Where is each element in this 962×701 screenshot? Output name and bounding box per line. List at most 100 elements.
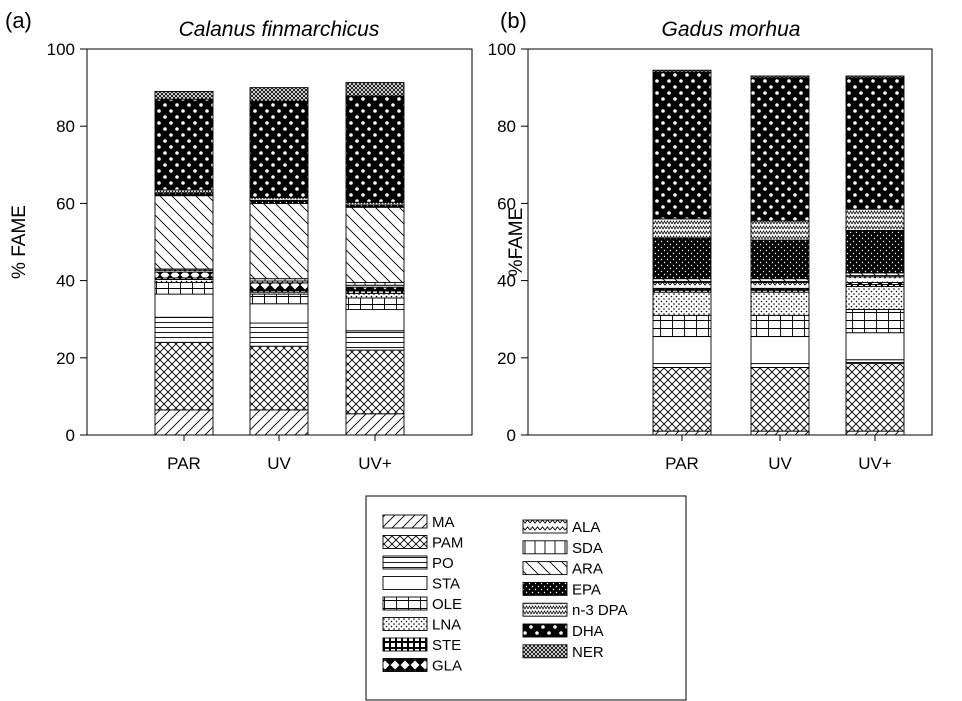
bar-segment-ala xyxy=(750,282,810,289)
bar-segment-pam xyxy=(652,367,712,432)
legend-label: PO xyxy=(432,555,454,572)
bar-segment-lna xyxy=(845,285,905,311)
legend-label: STA xyxy=(432,576,460,593)
bar-segment-ara xyxy=(249,202,309,280)
bar-segment-po xyxy=(345,330,405,351)
legend-swatch xyxy=(522,561,568,576)
bar-segment-lna xyxy=(154,278,214,283)
bar-segment-sta xyxy=(652,336,712,365)
legend-item-ma: MA xyxy=(382,514,455,531)
legend-item-pam: PAM xyxy=(382,535,463,552)
legend-item-dha: DHA xyxy=(522,623,604,640)
legend-label: LNA xyxy=(432,617,461,634)
legend-label: EPA xyxy=(572,581,601,598)
panel-a: (a) Calanus finmarchicus % FAME PAR UV UV+ 0 20… xyxy=(5,8,473,473)
bar-segment-ma xyxy=(845,430,905,436)
bar-stack-par xyxy=(652,69,712,436)
bar-segment-ole xyxy=(652,314,712,338)
bar-stack-uv xyxy=(345,82,405,436)
bar-segment-ma xyxy=(249,409,309,436)
bar-segment-gla xyxy=(154,271,214,279)
y-tick-label: 0 xyxy=(507,426,516,445)
legend-label: SDA xyxy=(572,540,603,557)
legend-swatch xyxy=(382,658,428,672)
legend-label: MA xyxy=(432,514,455,531)
bar-segment-n-3-dpa xyxy=(750,220,810,241)
bar-segment-ma xyxy=(154,409,214,436)
bar-segment-po xyxy=(652,363,712,368)
y-axis-label: % FAME xyxy=(9,205,30,279)
legend-swatch xyxy=(382,535,428,549)
legend-swatch xyxy=(382,637,428,652)
bar-segment-n-3-dpa xyxy=(154,189,214,194)
bar-segment-n-3-dpa xyxy=(652,218,712,239)
legend-swatch xyxy=(522,540,568,555)
legend-label: NER xyxy=(572,644,604,661)
legend-swatch xyxy=(522,519,568,534)
bar-segment-ner xyxy=(652,69,712,73)
y-tick-label: 60 xyxy=(497,194,516,213)
panel-label: (b) xyxy=(500,8,527,33)
y-tick-label: 80 xyxy=(497,117,516,136)
bar-segment-gla xyxy=(345,286,405,292)
bar-segment-lna xyxy=(652,291,712,316)
bar-stack-uv xyxy=(845,75,905,436)
bar-segment-ara xyxy=(154,195,214,270)
bar-segment-ma xyxy=(345,413,405,436)
legend-label: ARA xyxy=(572,561,603,578)
bar-segment-pam xyxy=(845,363,905,432)
legend-item-n-3-dpa: n-3 DPA xyxy=(522,602,628,619)
legend-label: STE xyxy=(432,637,461,654)
legend-swatch xyxy=(382,576,428,590)
legend-item-epa: EPA xyxy=(522,581,601,598)
legend-swatch xyxy=(382,555,428,570)
bar-segment-sta xyxy=(345,309,405,332)
bar-segment-ner xyxy=(154,91,214,100)
bar-segment-dha xyxy=(154,98,214,191)
bar-segment-epa xyxy=(845,229,905,274)
legend-label: n-3 DPA xyxy=(572,602,628,619)
bar-segment-ner xyxy=(845,75,905,79)
y-tick-label: 0 xyxy=(66,426,75,445)
bar-segment-sta xyxy=(249,303,309,324)
legend-swatch xyxy=(382,514,428,529)
x-tick-label: UV+ xyxy=(858,454,892,473)
bar-stack-uv xyxy=(750,75,810,436)
bar-segment-ma xyxy=(652,430,712,436)
y-tick-label: 100 xyxy=(47,40,75,59)
bar-segment-ara xyxy=(345,206,405,283)
bar-segment-epa xyxy=(249,199,309,204)
legend-label: PAM xyxy=(432,535,463,552)
legend-label: ALA xyxy=(572,519,600,536)
legend-item-lna: LNA xyxy=(382,617,461,634)
bar-segment-ole xyxy=(249,293,309,305)
legend-swatch xyxy=(522,623,568,638)
bar-segment-ala xyxy=(845,276,905,283)
bar-segment-ole xyxy=(845,309,905,334)
y-tick-label: 80 xyxy=(56,117,75,136)
bar-segment-ole xyxy=(345,297,405,311)
legend-swatch xyxy=(522,644,568,659)
panel-label: (a) xyxy=(5,8,32,33)
bar-segment-ole xyxy=(750,314,810,338)
legend-item-ner: NER xyxy=(522,644,604,661)
chart-panels: (a) Calanus finmarchicus % FAME PAR UV UV+ 0 20… xyxy=(5,8,933,473)
bar-segment-dha xyxy=(652,71,712,220)
bar-segment-ner xyxy=(249,87,309,102)
legend-item-sda: SDA xyxy=(522,540,603,557)
y-tick-label: 20 xyxy=(56,349,75,368)
plot-frame xyxy=(86,48,473,436)
y-axis-label: %FAME xyxy=(506,208,527,277)
legend-item-ala: ALA xyxy=(522,519,600,536)
bar-segment-po xyxy=(845,359,905,365)
x-tick-label: UV xyxy=(768,454,792,473)
bar-segment-dha xyxy=(845,77,905,210)
y-tick-label: 20 xyxy=(497,349,516,368)
bar-segment-dha xyxy=(345,95,405,203)
bar-segment-ma xyxy=(750,430,810,436)
legend-item-ara: ARA xyxy=(522,561,603,578)
bar-segment-epa xyxy=(750,239,810,280)
y-tick-label: 60 xyxy=(56,194,75,213)
legend-label: OLE xyxy=(432,596,462,613)
